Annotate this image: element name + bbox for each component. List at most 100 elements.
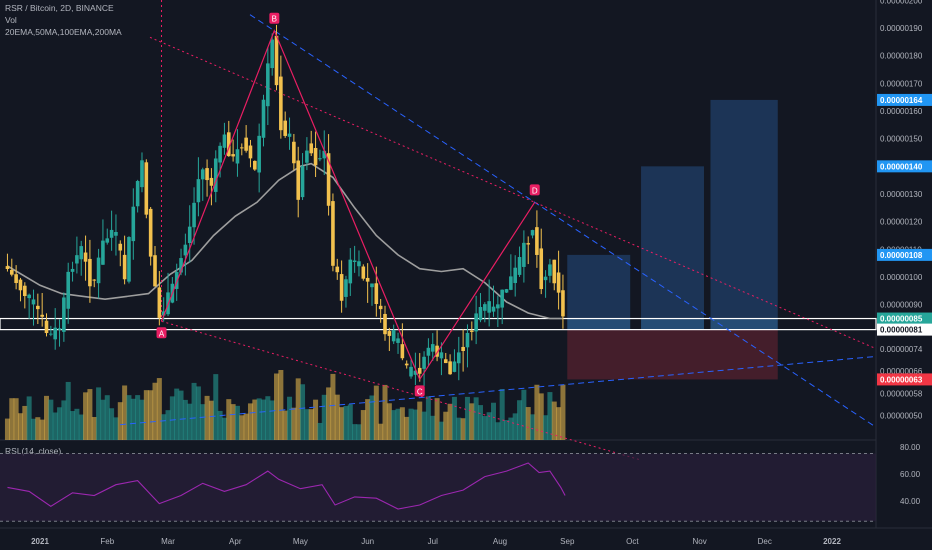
volume-bar [291,407,297,440]
candle-body [456,352,461,364]
pattern-label: B [272,15,277,24]
volume-bar [30,418,36,440]
candle-body [305,150,309,163]
volume-bar [26,396,32,440]
candle-body [335,266,340,273]
volume-bar [204,395,210,440]
candle-body [270,39,274,69]
volume-bar [104,395,110,440]
volume-bar [499,389,505,440]
volume-bar [421,411,427,440]
volume-bar [234,405,240,440]
candle-body [40,314,44,317]
volume-bar [165,410,171,440]
candle-body [339,274,344,301]
entry-box-2 [641,318,704,330]
candle-body [257,135,261,173]
time-label: Jul [428,537,438,546]
candle-body [391,330,396,342]
volume-bar [109,408,115,440]
descending-resistance-line [149,36,877,350]
volume-bar [35,417,41,440]
candle-body [148,208,153,257]
volume-bar [482,416,488,440]
volume-bar [447,403,453,440]
candle-body [344,279,348,297]
candle-body [88,258,92,287]
candle-body [443,359,448,364]
volume-bar [4,418,10,440]
volume-bar [360,410,366,440]
candle-body [496,304,500,309]
price-tick: 0.00000074 [880,345,923,354]
volume-bar [65,381,71,440]
volume-bar [113,417,119,440]
candle-body [27,294,31,299]
volume-bar [44,395,50,440]
volume-bar [386,403,392,440]
volume-bar [217,410,223,440]
pattern-label: D [532,186,538,195]
volume-bar [169,396,175,440]
candle-body [422,356,426,369]
volume-bar [491,402,497,440]
volume-bar [61,400,67,440]
candle-body [292,141,296,164]
price-tick: 0.00000058 [880,389,923,398]
volume-bar [334,394,340,440]
candle-body [522,242,526,267]
volume-bar [187,403,193,440]
volume-bar [213,374,219,440]
candle-body [287,133,292,137]
candle-body [140,160,144,188]
candle-body [413,370,418,375]
candle-body [244,137,248,151]
volume-bar [308,409,314,440]
volume-bar [83,392,89,440]
candle-body [504,289,509,293]
candle-body [470,330,474,332]
volume-bar [182,399,188,440]
volume-bar [365,399,371,440]
volume-bar [208,400,214,440]
candle-body [66,271,71,309]
rsi-band [0,453,876,522]
volume-bar [521,389,527,440]
candle-body [187,226,192,244]
candle-body [83,252,88,262]
rsi-tick: 60.00 [900,470,921,479]
candle-body [14,274,18,284]
price-label-bg [877,93,932,106]
time-label: Apr [229,537,242,546]
volume-bar [326,387,332,440]
price-label-support: 0.00000081 [880,326,923,335]
time-label: Mar [161,537,175,546]
volume-bar [412,409,418,440]
volume-bar [530,414,536,440]
candle-body [448,361,452,375]
volume-bar [274,373,280,440]
price-tick: 0.00000050 [880,411,923,420]
volume-bar [91,416,97,440]
time-label: Oct [626,537,639,546]
candle-body [183,244,188,256]
candle-body [157,287,162,318]
volume-bar [356,424,362,440]
candle-body [231,154,235,157]
volume-bar [378,423,384,440]
candle-body [361,266,366,279]
candle-body [118,243,123,251]
candle-body [274,35,279,86]
candle-body [283,120,287,136]
upper-trend-line [249,14,877,428]
volume-bar [96,387,102,440]
volume-bar [547,392,553,440]
time-label: 2022 [823,537,841,546]
rsi-pane: 80.00 60.00 40.00 [0,443,921,522]
volume-bar [87,389,93,440]
candle-body [127,237,131,282]
price-label-stop: 0.00000063 [880,375,923,384]
candle-body [153,255,157,287]
volume-bar [74,408,80,440]
